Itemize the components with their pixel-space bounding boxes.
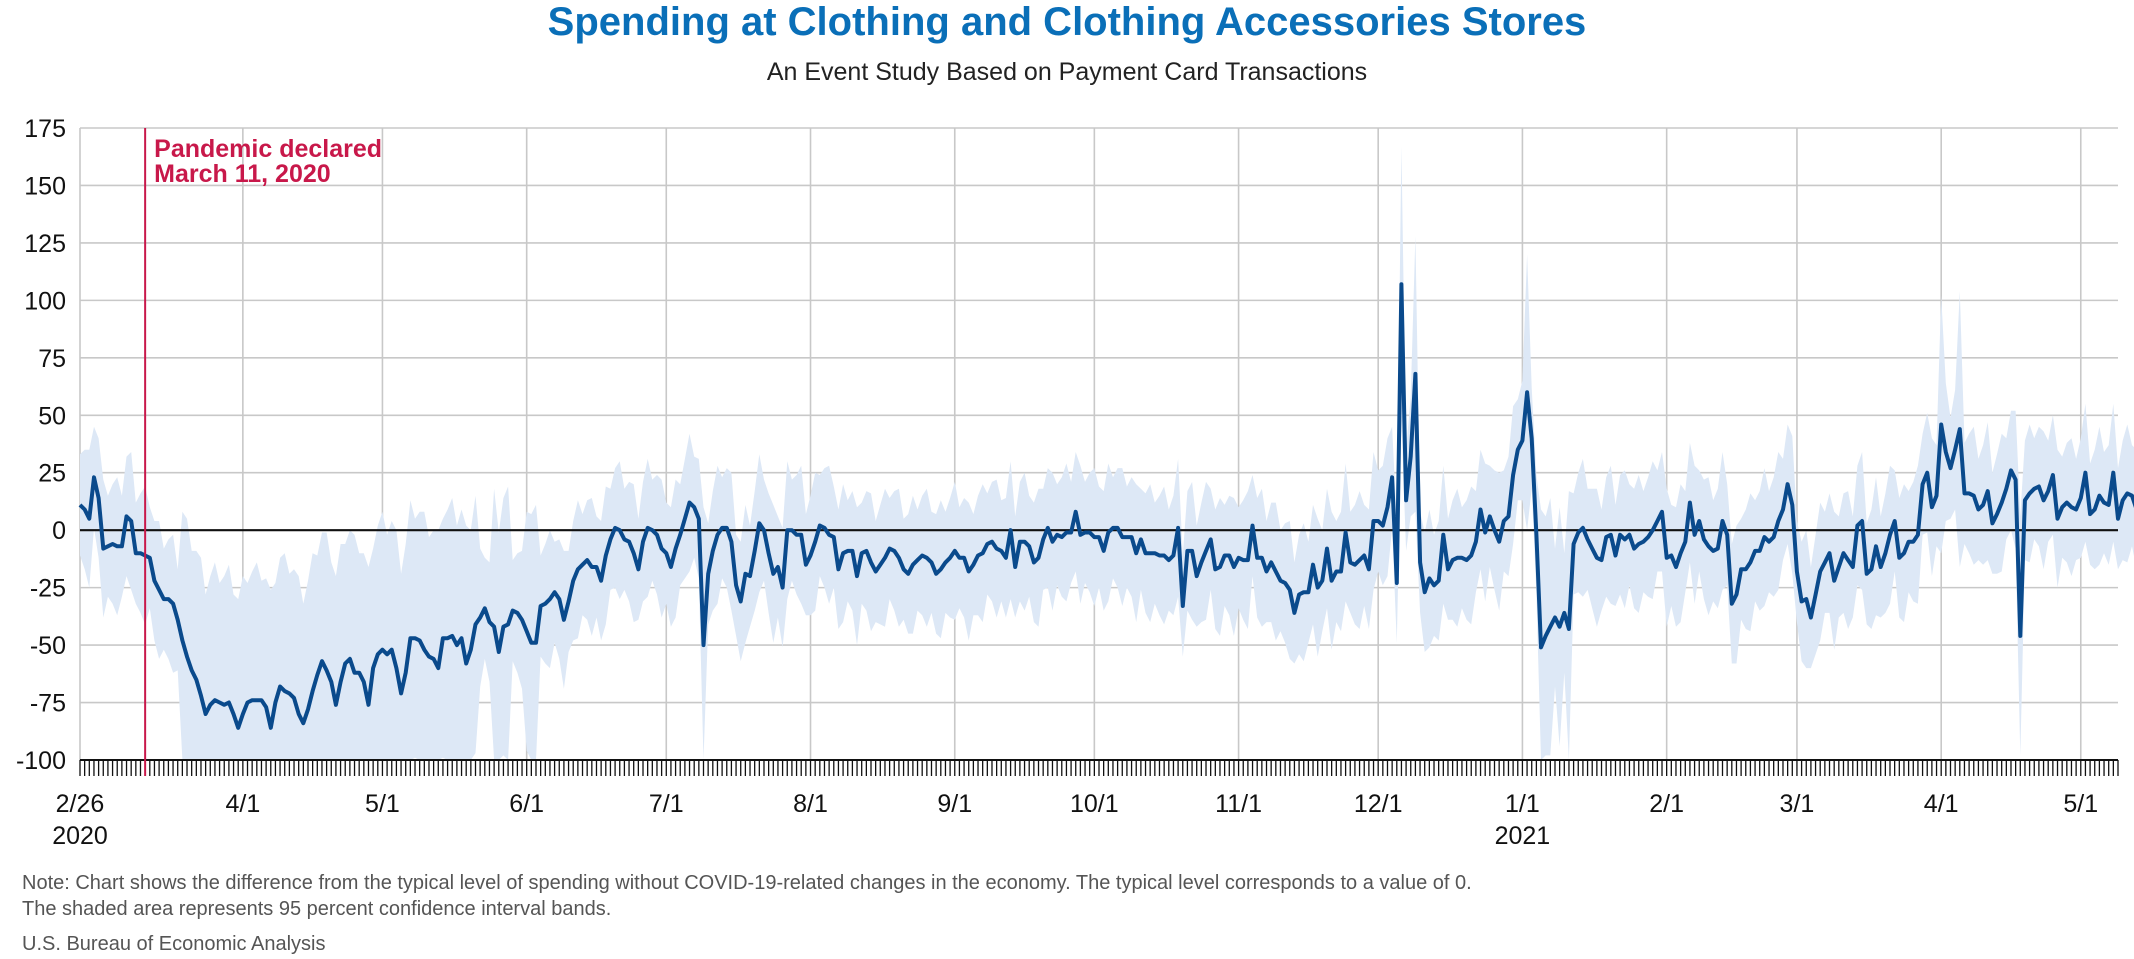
x-tick-label: 8/1 [793, 790, 828, 818]
annotation-line-1: Pandemic declared [154, 135, 382, 163]
note-line-2: The shaded area represents 95 percent co… [22, 898, 612, 920]
confidence-band [80, 146, 2134, 760]
y-tick-label: 175 [24, 115, 66, 143]
chart-subtitle: An Event Study Based on Payment Card Tra… [766, 58, 1368, 86]
source-credit: U.S. Bureau of Economic Analysis [22, 933, 326, 955]
y-tick-label: -50 [30, 632, 66, 660]
y-tick-label: 125 [24, 230, 66, 258]
x-tick-label: 6/1 [509, 790, 544, 818]
x-tick-year: 2021 [1495, 822, 1551, 850]
x-tick-label: 2/1 [1649, 790, 1684, 818]
x-tick-label: 10/1 [1070, 790, 1119, 818]
y-tick-label: 50 [38, 402, 66, 430]
y-tick-label: -75 [30, 690, 66, 718]
x-tick-label: 1/1 [1505, 790, 1540, 818]
x-tick-label: 12/1 [1354, 790, 1403, 818]
x-tick-label: 11/1 [1215, 790, 1262, 818]
annotation-line-2: March 11, 2020 [154, 160, 331, 188]
chart-title: Spending at Clothing and Clothing Access… [547, 0, 1587, 44]
note-line-1: Note: Chart shows the difference from th… [22, 872, 1472, 894]
chart-note: Note: Chart shows the difference from th… [22, 870, 1472, 922]
y-tick-label: 25 [38, 460, 66, 488]
x-axis [79, 759, 2119, 776]
x-tick-label: 5/1 [2063, 790, 2098, 818]
x-tick-label: 2/26 [56, 790, 105, 818]
x-tick-label: 3/1 [1780, 790, 1815, 818]
series-line [78, 282, 2134, 730]
y-tick-label: -100 [16, 747, 66, 775]
y-tick-label: 150 [24, 172, 66, 200]
x-tick-label: 4/1 [1924, 790, 1959, 818]
y-tick-label: 100 [24, 287, 66, 315]
y-tick-label: -25 [30, 575, 66, 603]
x-tick-year: 2020 [52, 822, 108, 850]
y-tick-label: 75 [38, 345, 66, 373]
x-tick-label: 5/1 [365, 790, 400, 818]
x-tick-label: 9/1 [937, 790, 972, 818]
y-tick-label: 0 [52, 517, 66, 545]
x-tick-label: 7/1 [649, 790, 684, 818]
x-tick-label: 4/1 [225, 790, 260, 818]
